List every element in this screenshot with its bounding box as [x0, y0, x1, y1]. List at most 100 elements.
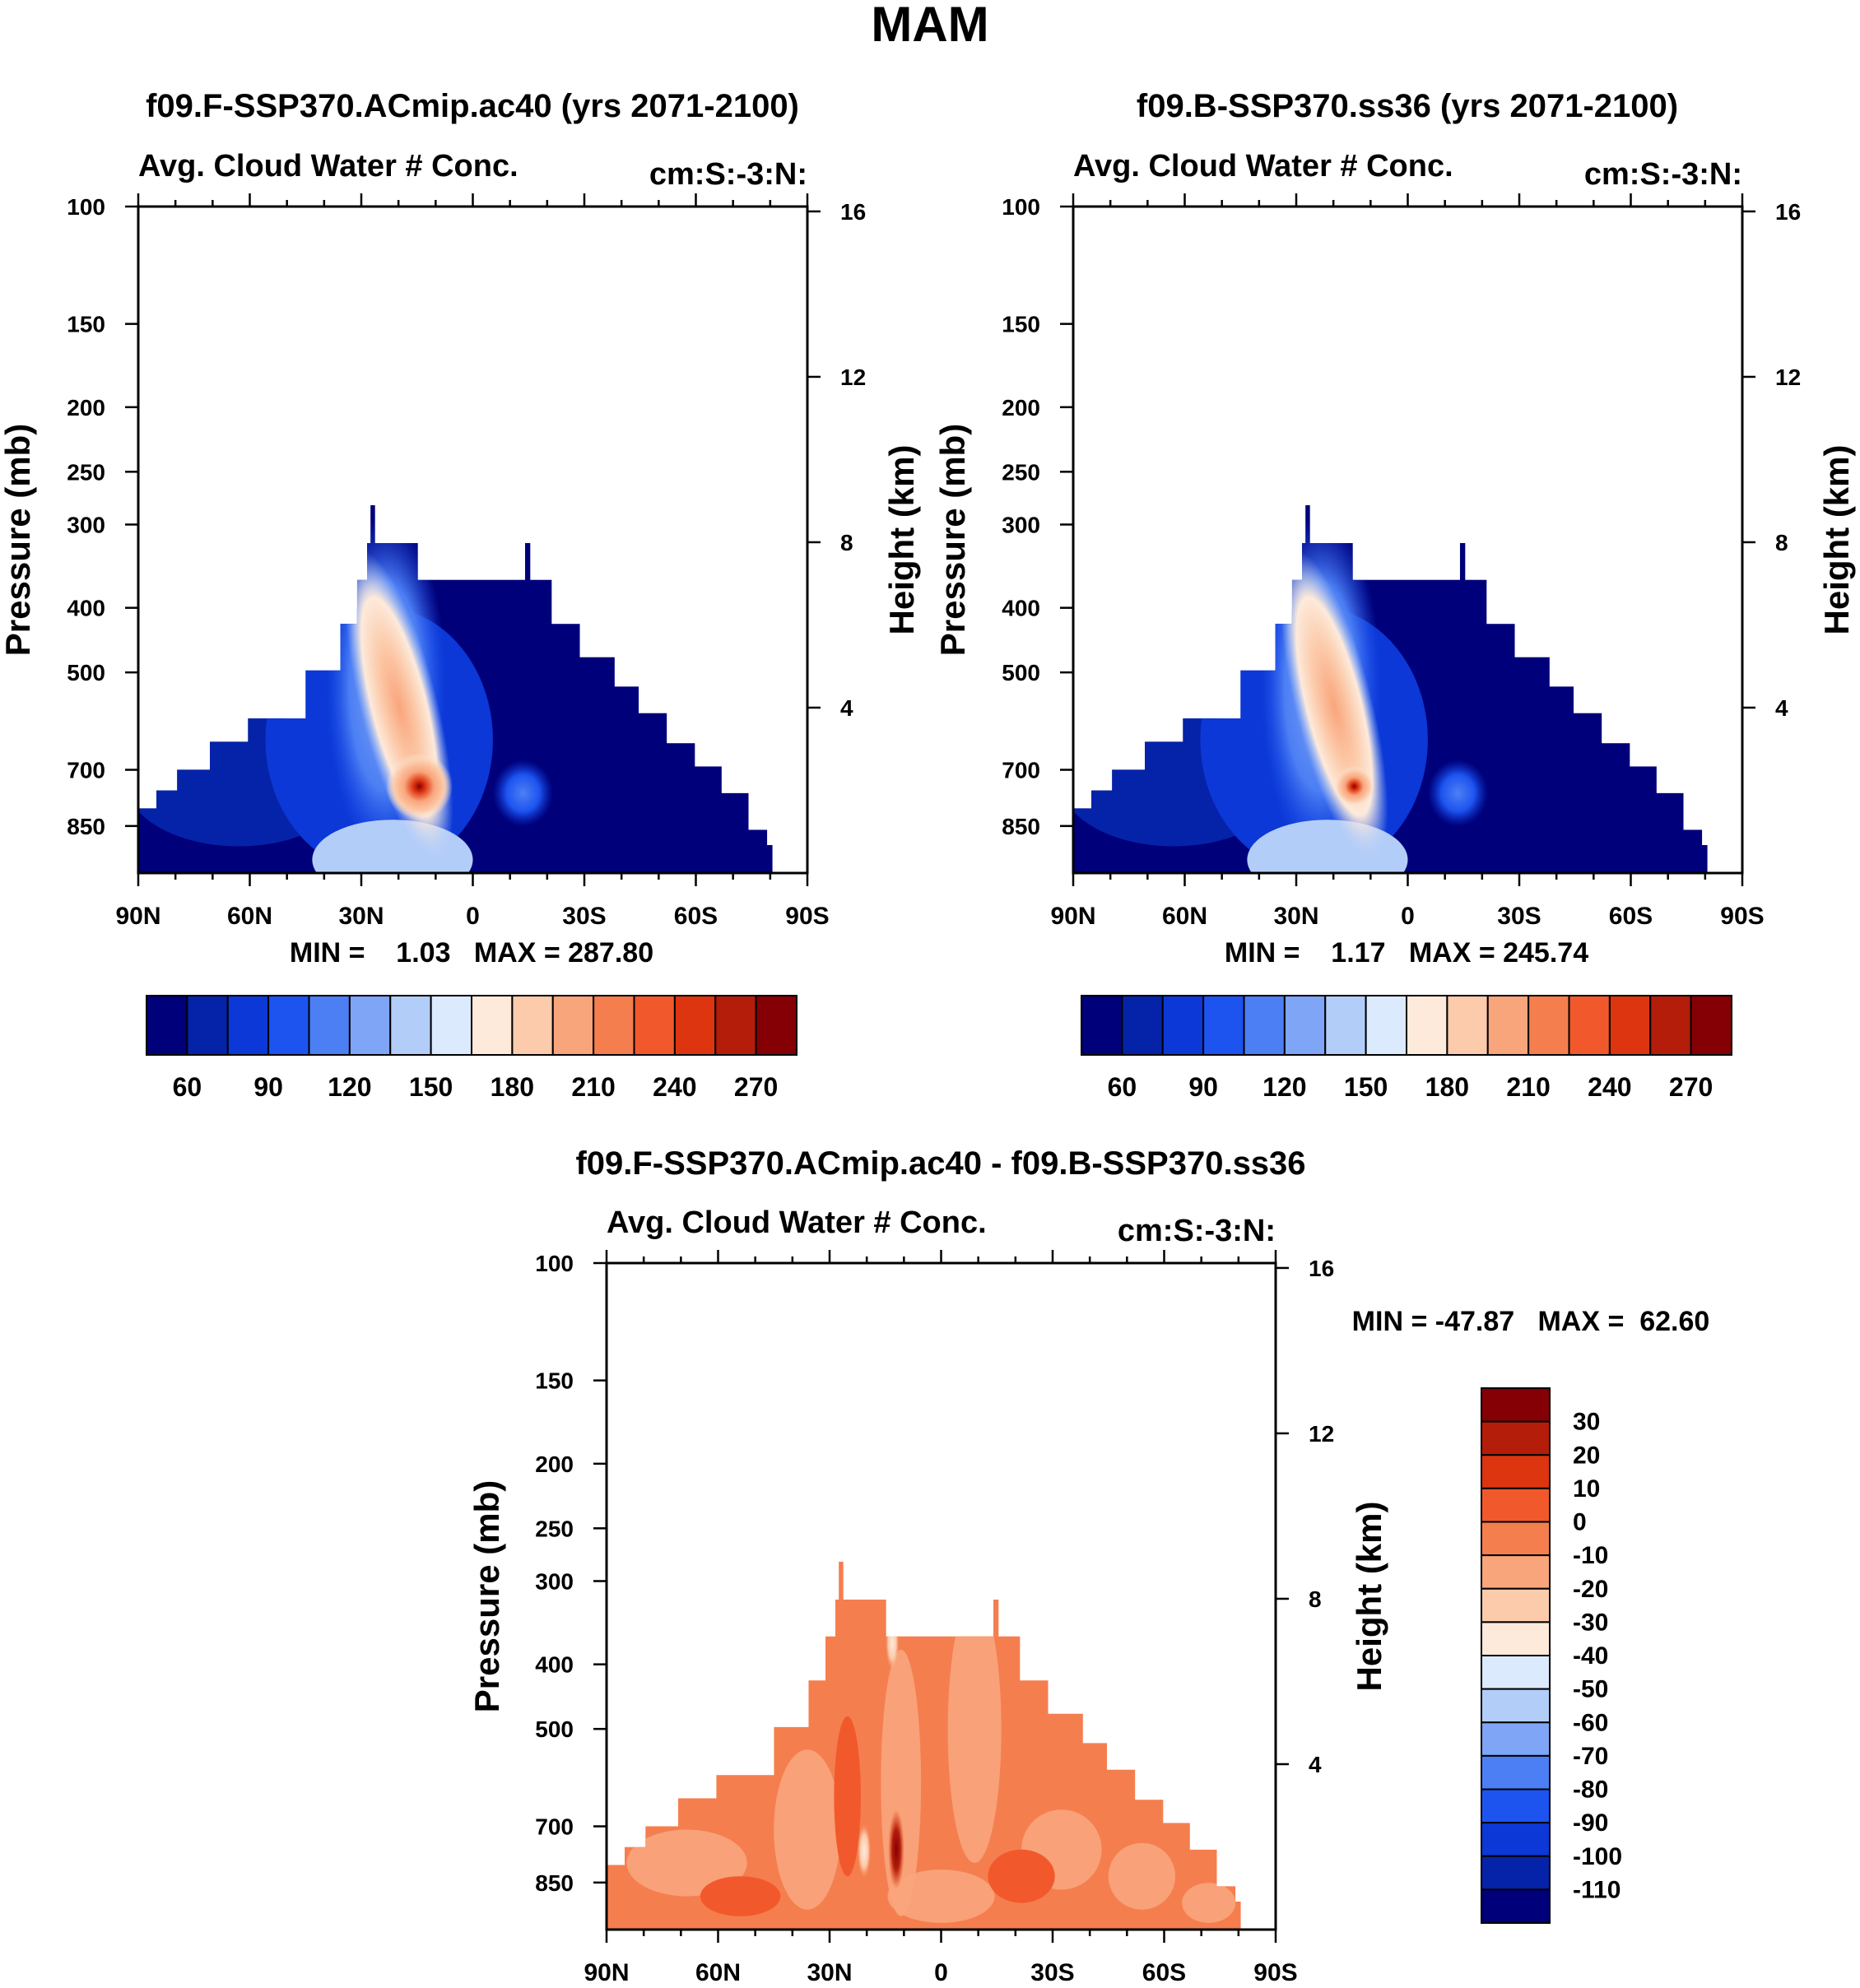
x-tick-label: 60N	[1162, 903, 1207, 930]
colorbar-box	[1406, 995, 1448, 1056]
x-tick-label: 60N	[227, 903, 272, 930]
colorbar-label: -40	[1573, 1642, 1608, 1670]
y-tick-label: 150	[67, 312, 105, 337]
left-string: Avg. Cloud Water # Conc.	[138, 149, 518, 183]
colorbar-label: 240	[1588, 1072, 1631, 1102]
y-tick-label: 850	[535, 1870, 574, 1896]
y-tick-label: 200	[1002, 395, 1040, 420]
x-tick-label: 90S	[785, 903, 829, 930]
colorbar-box	[1121, 995, 1164, 1056]
contour-region	[888, 1809, 904, 1890]
y2-tick-label: 12	[1775, 365, 1801, 390]
y-axis-label: Pressure (mb)	[0, 424, 37, 656]
y2-tick-label: 16	[840, 199, 866, 225]
colorbar-box	[308, 995, 351, 1056]
y2-tick-label: 16	[1775, 199, 1801, 225]
y-tick-label: 300	[67, 512, 105, 537]
colorbar-box	[1486, 995, 1530, 1056]
colorbar-box	[1283, 995, 1327, 1056]
colorbar-box	[1649, 995, 1692, 1056]
colorbar-label: 270	[734, 1072, 778, 1102]
contour-region	[1427, 759, 1489, 827]
colorbar-box	[1481, 1855, 1551, 1891]
colorbar-box	[593, 995, 635, 1056]
colorbar-box	[1481, 1420, 1551, 1456]
colorbar-box	[1446, 995, 1489, 1056]
colorbar-box	[1481, 1487, 1551, 1523]
x-tick-label: 30N	[807, 1959, 852, 1986]
left-string: Avg. Cloud Water # Conc.	[607, 1205, 987, 1240]
y2-tick-label: 16	[1309, 1256, 1334, 1281]
colorbar-box	[1481, 1721, 1551, 1757]
colorbar-label: 10	[1573, 1475, 1600, 1503]
min-max-stats: MIN = -47.87 MAX = 62.60	[1352, 1306, 1710, 1337]
axes: 90N 60N 30N 0 30S 60S 90S 100 150 200 250 300 400 500…	[1002, 193, 1801, 930]
colorbar-box	[673, 995, 717, 1056]
panel-title: f09.F-SSP370.ACmip.ac40 - f09.B-SSP370.s…	[575, 1145, 1305, 1182]
x-tick-label: 90S	[1720, 903, 1764, 930]
colorbar-box	[1608, 995, 1652, 1056]
x-tick-label: 90N	[584, 1959, 629, 1986]
x-tick-label: 30S	[562, 903, 606, 930]
colorbar-box	[1481, 1554, 1551, 1590]
colorbar-box	[714, 995, 757, 1056]
x-tick-label: 60N	[695, 1959, 741, 1986]
colorbar-box	[1568, 995, 1611, 1056]
x-tick-label: 30N	[1273, 903, 1318, 930]
y2-tick-label: 4	[1309, 1752, 1322, 1777]
panel-title: f09.F-SSP370.ACmip.ac40 (yrs 2071-2100)	[146, 88, 799, 124]
colorbar-label: 150	[409, 1072, 453, 1102]
y-tick-label: 200	[67, 395, 105, 420]
colorbar-label: 120	[328, 1072, 371, 1102]
y-tick-label: 100	[67, 194, 105, 220]
colorbar-box	[1202, 995, 1245, 1056]
colorbar-label: 30	[1573, 1409, 1600, 1436]
y-tick-label: 850	[67, 814, 105, 839]
x-tick-label: 30N	[338, 903, 384, 930]
panel-bottom-difference: f09.F-SSP370.ACmip.ac40 - f09.B-SSP370.s…	[467, 1145, 1709, 1986]
y-tick-label: 250	[535, 1516, 574, 1541]
contour-region	[1333, 766, 1375, 807]
y-tick-label: 100	[535, 1251, 574, 1276]
colorbar-box	[1528, 995, 1570, 1056]
colorbar: 60 90 120 150 180 210 240 270	[146, 995, 797, 1102]
y2-tick-label: 4	[840, 695, 853, 721]
min-max-stats: MIN = 1.17 MAX = 245.74	[1225, 937, 1588, 968]
y-tick-label: 300	[1002, 512, 1040, 537]
colorbar-box	[1481, 1454, 1551, 1489]
data-field	[607, 1561, 1241, 1930]
y-tick-label: 200	[535, 1452, 574, 1477]
y2-tick-label: 12	[840, 365, 866, 390]
colorbar-box	[267, 995, 310, 1056]
y-tick-label: 150	[535, 1368, 574, 1394]
min-max-stats: MIN = 1.03 MAX = 287.80	[290, 937, 653, 968]
colorbar-label: -30	[1573, 1609, 1608, 1636]
colorbar-box	[755, 995, 797, 1056]
colorbar-box	[1481, 1688, 1551, 1724]
colorbar-box	[1481, 1587, 1551, 1623]
contour-region	[947, 1596, 1002, 1863]
colorbar-label: 150	[1344, 1072, 1388, 1102]
contour-region	[988, 1849, 1055, 1903]
colorbar-label: -110	[1573, 1876, 1621, 1903]
colorbar-label: -20	[1573, 1576, 1608, 1603]
colorbar-box	[146, 995, 188, 1056]
y-tick-label: 700	[67, 758, 105, 783]
y-tick-label: 700	[535, 1814, 574, 1840]
colorbar-label: 20	[1573, 1442, 1600, 1469]
y-axis-label: Pressure (mb)	[467, 1480, 506, 1712]
x-tick-label: 90N	[1050, 903, 1095, 930]
colorbar: 30 20 10 0 -10 -20 -30 -40 -50 -60 -70 -80 -90 -100 -1…	[1481, 1387, 1622, 1924]
contour-region	[887, 1870, 995, 1923]
colorbar-box	[389, 995, 432, 1056]
y2-axis-label: Height (km)	[1817, 445, 1856, 635]
y-tick-label: 400	[67, 596, 105, 621]
contour-region	[385, 753, 453, 820]
y-tick-label: 500	[67, 660, 105, 685]
contour-region	[1108, 1842, 1176, 1910]
y2-tick-label: 8	[1775, 530, 1788, 555]
contour-region	[886, 1616, 900, 1670]
x-tick-label: 30S	[1497, 903, 1541, 930]
colorbar-box	[1481, 1888, 1551, 1924]
